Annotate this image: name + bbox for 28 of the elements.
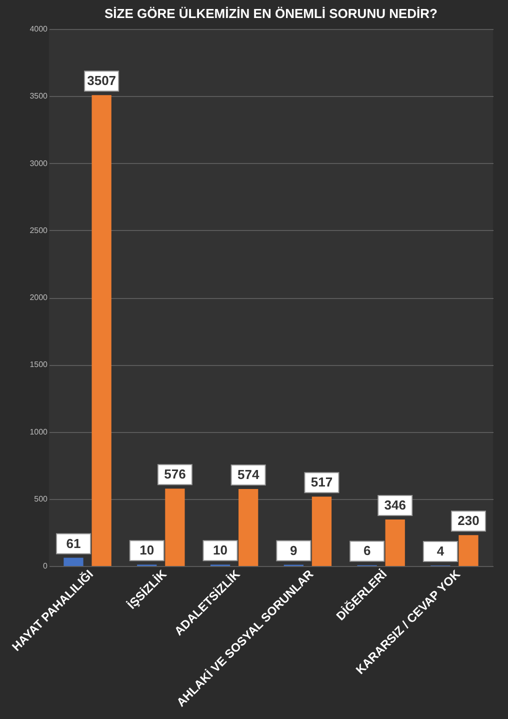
- y-tick-label: 3000: [30, 158, 48, 168]
- bar: [312, 496, 332, 566]
- data-label: 6: [363, 543, 371, 558]
- bar: [165, 488, 185, 566]
- data-label: 9: [290, 542, 298, 558]
- data-label: 574: [237, 466, 260, 482]
- data-label: 10: [213, 542, 228, 558]
- data-label: 346: [384, 498, 406, 513]
- y-tick-label: 1500: [30, 360, 48, 370]
- bar: [238, 488, 258, 566]
- bar: [64, 558, 84, 566]
- chart-title: SİZE GÖRE ÜLKEMİZİN EN ÖNEMLİ SORUNU NEDİR?: [104, 6, 438, 21]
- bar: [385, 520, 405, 566]
- y-tick-label: 2500: [30, 226, 48, 235]
- data-label: 4: [436, 543, 445, 558]
- data-label: 3507: [87, 73, 116, 88]
- data-label: 576: [164, 466, 186, 482]
- y-tick-label: 0: [43, 562, 48, 570]
- data-label: 517: [310, 474, 333, 490]
- bar: [92, 95, 112, 566]
- y-tick-label: 3500: [30, 92, 48, 101]
- data-label: 230: [458, 513, 480, 528]
- data-label: 10: [140, 542, 154, 558]
- y-tick-label: 2000: [30, 293, 48, 302]
- y-tick-label: 1000: [30, 427, 48, 436]
- y-tick-label: 500: [34, 494, 48, 504]
- y-tick-label: 4000: [30, 24, 48, 34]
- data-label: 61: [66, 536, 81, 551]
